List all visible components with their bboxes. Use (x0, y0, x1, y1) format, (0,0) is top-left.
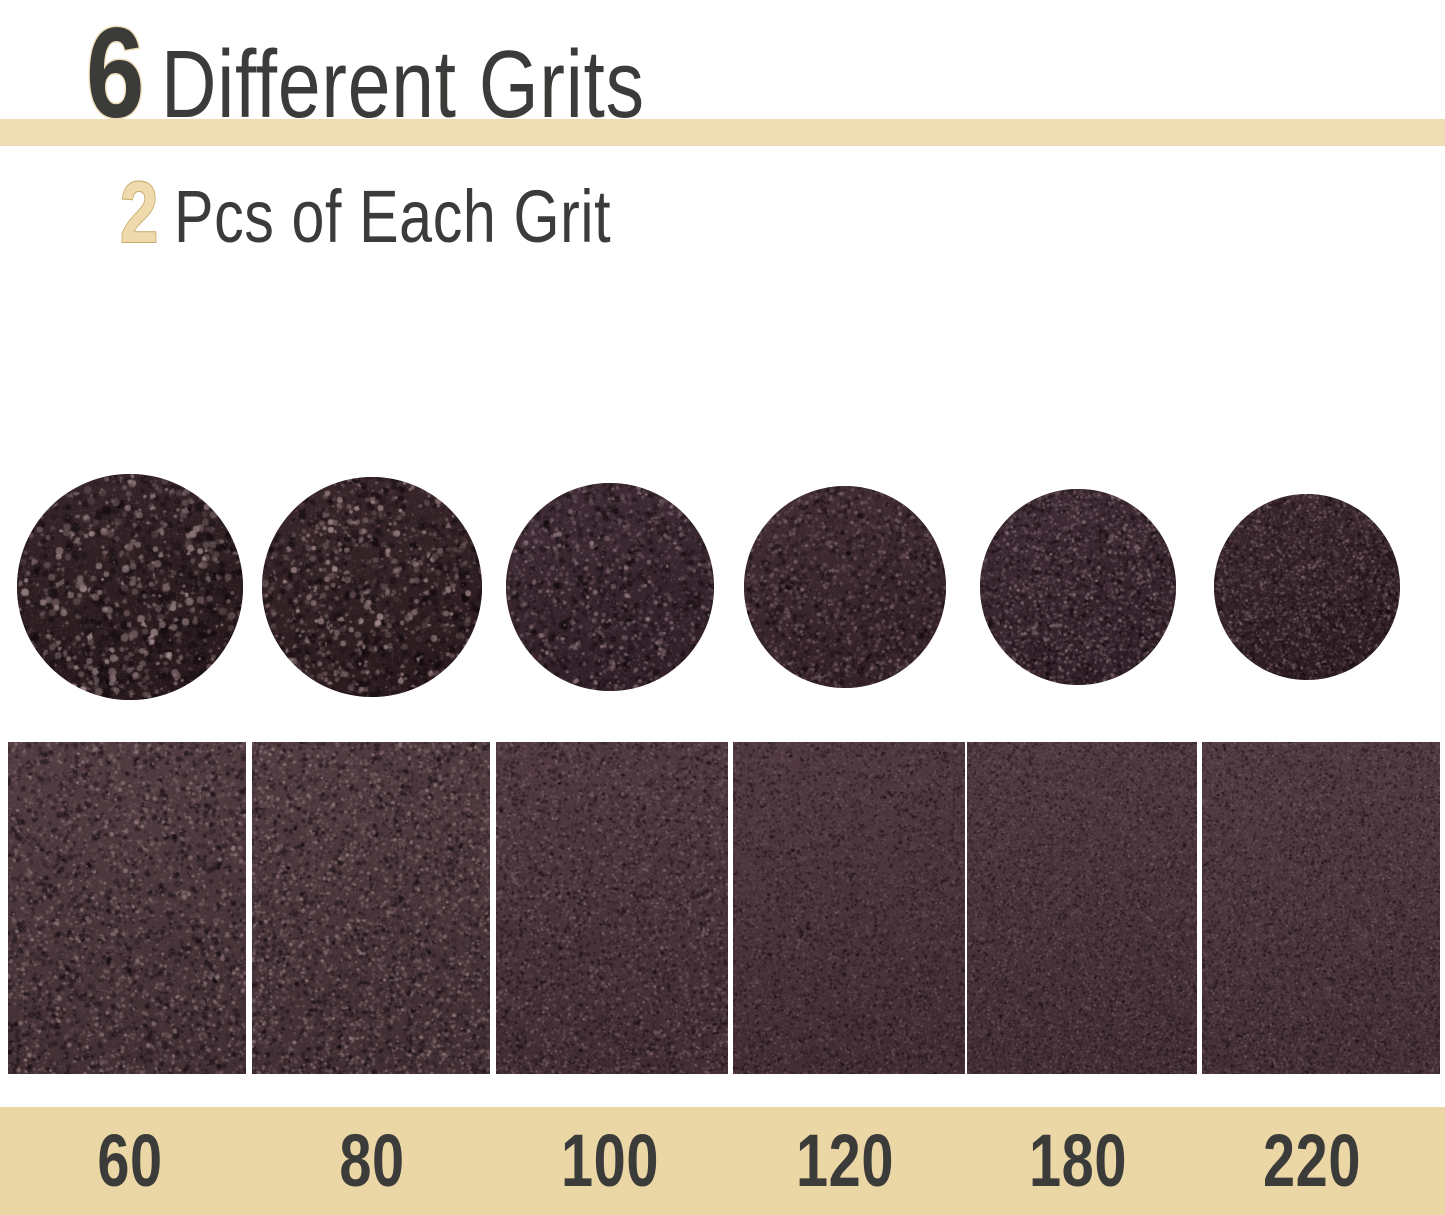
sanding-sheet (1202, 742, 1440, 1074)
sanding-sheet-row (0, 742, 1445, 1074)
sanding-disc (262, 477, 482, 697)
sheet-grit-texture (252, 742, 490, 1074)
disc-grit-texture (980, 489, 1176, 685)
sanding-sheet (252, 742, 490, 1074)
grit-label: 80 (339, 1119, 405, 1202)
grit-label: 60 (97, 1119, 163, 1202)
sheet-grit-texture (1202, 742, 1440, 1074)
disc-grit-texture (1214, 494, 1400, 680)
grit-label: 120 (795, 1119, 895, 1202)
headline-text-pcs-each-grit: Pcs of Each Grit (174, 175, 612, 258)
grit-label: 220 (1262, 1119, 1362, 1202)
headline-numeral-two: 2 (119, 165, 159, 261)
sanding-disc-row (0, 472, 1445, 702)
headline-text-different-grits: Different Grits (160, 31, 645, 138)
bottom-accent-band (0, 1107, 1445, 1215)
headline-numeral-six: 6 (85, 2, 146, 145)
headline-line-2: 2 Pcs of Each Grit (119, 165, 721, 261)
disc-grit-texture (262, 477, 482, 697)
sheet-grit-texture (496, 742, 728, 1074)
grit-label-row: 60 80 100 120 180 220 (0, 1107, 1445, 1215)
headline-line-1: 6 Different Grits (85, 2, 765, 145)
disc-grit-texture (744, 486, 946, 688)
sanding-sheet (8, 742, 246, 1074)
headline-block: 6 Different Grits 2 Pcs of Each Grit (0, 0, 1445, 290)
sanding-disc (17, 474, 243, 700)
sanding-disc (980, 489, 1176, 685)
sanding-disc (1214, 494, 1400, 680)
top-accent-band (0, 119, 1445, 146)
sanding-disc (506, 483, 714, 691)
sanding-sheet (496, 742, 728, 1074)
sheet-grit-texture (8, 742, 246, 1074)
disc-grit-texture (506, 483, 714, 691)
sanding-disc (744, 486, 946, 688)
sheet-grit-texture (967, 742, 1197, 1074)
sanding-sheet (967, 742, 1197, 1074)
sheet-grit-texture (733, 742, 965, 1074)
grit-label: 180 (1028, 1119, 1128, 1202)
grit-label: 100 (560, 1119, 660, 1202)
disc-grit-texture (17, 474, 243, 700)
sanding-sheet (733, 742, 965, 1074)
